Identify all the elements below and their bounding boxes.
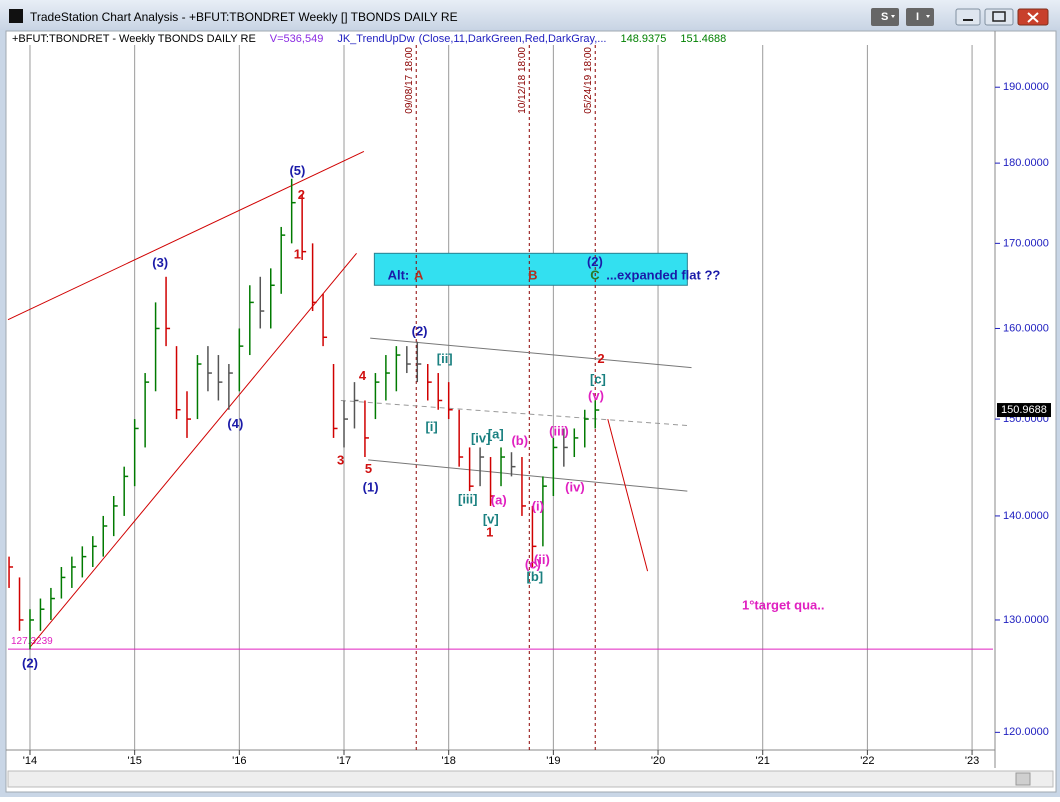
last-price-label: 150.9688: [1001, 404, 1047, 416]
x-tick-label: '16: [232, 755, 246, 767]
x-tick-label: '15: [127, 755, 141, 767]
wave-label: (iii): [549, 424, 569, 439]
wave-label: Alt:: [388, 267, 410, 282]
wave-label: (ii): [534, 552, 550, 567]
header-text: V=536,549: [270, 33, 324, 45]
s-button[interactable]: [871, 8, 899, 26]
wave-label: 1: [486, 525, 493, 540]
last-price-box: [997, 403, 1051, 418]
wave-label: 4: [359, 368, 367, 383]
plot: +BFUT:TBONDRET - Weekly TBONDS DAILY RE V…: [7, 33, 1051, 767]
wave-label: A: [414, 267, 424, 282]
wave-label: (v): [588, 388, 604, 403]
s-button-label: S: [881, 11, 888, 23]
wave-label: [c]: [590, 372, 606, 387]
header-text: (Close,11,DarkGreen,Red,DarkGray,...: [419, 33, 607, 45]
y-tick-label: 190.0000: [1003, 81, 1049, 93]
wave-label: (2): [412, 323, 428, 338]
trendline: [368, 459, 688, 492]
header-text: 151.4688: [680, 33, 726, 45]
trendline: [607, 418, 649, 572]
header-text: 148.9375: [620, 33, 666, 45]
maximize-button[interactable]: [984, 8, 1014, 26]
wave-label: [iv]: [471, 430, 491, 445]
zone-box: [373, 252, 688, 286]
wave-label: (2): [587, 254, 603, 269]
wave-label: 1°target qua..: [742, 597, 825, 612]
wave-label: 3: [337, 452, 344, 467]
wave-label: ...expanded flat ??: [606, 267, 720, 282]
x-tick-label: '19: [546, 755, 560, 767]
wave-label: (3): [152, 255, 168, 270]
x-tick-label: '21: [756, 755, 770, 767]
y-tick-label: 120.0000: [1003, 726, 1049, 738]
wave-label: (b): [511, 433, 528, 448]
date-label: 05/24/19 18:00: [583, 47, 594, 114]
date-label: 10/12/18 18:00: [517, 47, 528, 114]
minimize-button[interactable]: [955, 8, 981, 26]
wave-label: (1): [363, 480, 379, 495]
trendline: [370, 337, 692, 369]
y-tick-label: 160.0000: [1003, 322, 1049, 334]
trendline: [29, 252, 357, 648]
wave-label: C: [590, 267, 600, 282]
chart-panel: [5, 30, 1057, 793]
window-title: TradeStation Chart Analysis - +BFUT:TBON…: [30, 10, 458, 24]
wave-label: [ii]: [437, 351, 453, 366]
wave-label: (5): [289, 163, 305, 178]
wave-label: (4): [227, 416, 243, 431]
x-tick-label: '22: [860, 755, 874, 767]
y-tick-label: 180.0000: [1003, 157, 1049, 169]
date-label: 09/08/17 18:00: [404, 47, 415, 114]
wave-label: (a): [491, 492, 507, 507]
i-button[interactable]: [906, 8, 934, 26]
maximize-icon: [992, 11, 1006, 22]
wave-label: 5: [365, 461, 372, 476]
wave-label: 1: [294, 246, 301, 261]
y-tick-label: 140.0000: [1003, 510, 1049, 522]
wave-label: (2): [22, 655, 38, 670]
wave-label: (iv): [565, 480, 585, 495]
wave-label: B: [528, 267, 537, 282]
toolbar-buttons: S I: [871, 8, 1049, 26]
x-tick-label: '14: [23, 755, 37, 767]
x-tick-label: '17: [337, 755, 351, 767]
y-tick-label: 170.0000: [1003, 237, 1049, 249]
close-icon: [1027, 12, 1039, 23]
level-label: 127.3239: [11, 636, 53, 647]
wave-label: 2: [597, 351, 604, 366]
y-tick-label: 130.0000: [1003, 614, 1049, 626]
scrollbar[interactable]: [7, 770, 1054, 788]
wave-label: [b]: [527, 569, 544, 584]
wave-label: (c): [525, 556, 541, 571]
scroll-thumb[interactable]: [1015, 772, 1031, 786]
x-tick-label: '20: [651, 755, 665, 767]
x-tick-label: '23: [965, 755, 979, 767]
wave-label: [i]: [425, 419, 437, 434]
trendline: [340, 399, 690, 427]
wave-label: [v]: [483, 511, 499, 526]
i-button-label: I: [916, 11, 919, 23]
dropdown-arrow: [926, 15, 930, 18]
header-text: JK_TrendUpDw: [337, 33, 414, 45]
x-tick-label: '18: [442, 755, 456, 767]
app-icon: [9, 9, 23, 23]
trendline: [7, 151, 365, 321]
header-text: +BFUT:TBONDRET - Weekly TBONDS DAILY RE: [12, 33, 256, 45]
wave-label: (i): [532, 498, 544, 513]
wave-label: [iii]: [458, 491, 478, 506]
dropdown-arrow: [891, 15, 895, 18]
wave-label: 2: [298, 187, 305, 202]
wave-label: [a]: [488, 427, 504, 442]
